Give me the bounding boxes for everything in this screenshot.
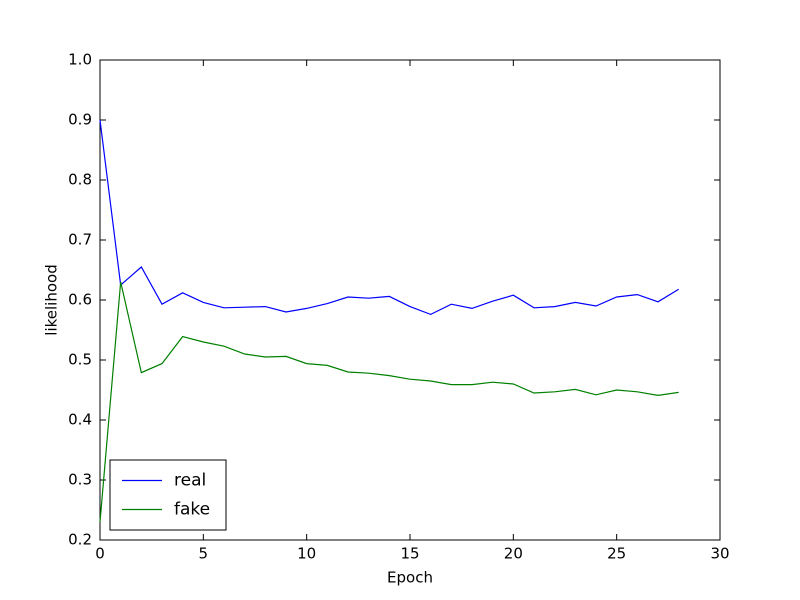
legend-label: fake — [174, 500, 210, 520]
legend-label: real — [174, 471, 206, 491]
y-tick-label: 0.9 — [68, 111, 92, 129]
data-line — [99, 281, 679, 523]
x-tick-label: 25 — [607, 545, 626, 563]
x-tick-label: 15 — [400, 545, 419, 563]
y-tick-label: 1.0 — [68, 51, 92, 69]
x-tick-label: 20 — [504, 545, 523, 563]
x-tick-label: 10 — [297, 545, 316, 563]
y-tick-label: 0.5 — [68, 351, 92, 369]
x-tick-label: 0 — [95, 545, 105, 563]
legend-box — [109, 459, 227, 531]
y-tick-label: 0.7 — [68, 231, 92, 249]
y-tick-label: 0.3 — [68, 471, 92, 489]
y-axis-label: likelihood — [43, 264, 61, 335]
y-tick-label: 0.8 — [68, 171, 92, 189]
x-axis-label: Epoch — [387, 569, 433, 587]
y-tick-label: 0.2 — [68, 531, 92, 549]
y-tick-label: 0.6 — [68, 291, 92, 309]
x-tick-label: 5 — [199, 545, 209, 563]
data-line — [99, 119, 679, 316]
y-tick-label: 0.4 — [68, 411, 92, 429]
x-tick-label: 30 — [710, 545, 729, 563]
